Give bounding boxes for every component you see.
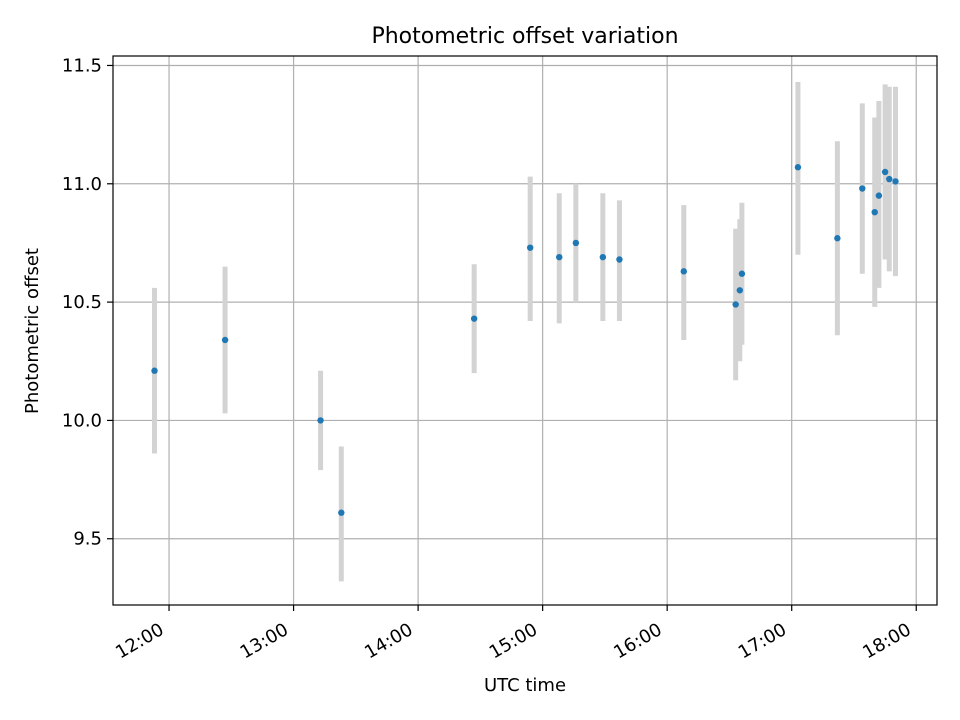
- data-point: [572, 239, 580, 247]
- data-point: [470, 315, 478, 322]
- data-point: [556, 253, 563, 261]
- data-point: [151, 367, 158, 374]
- y-tick-label: 10.0: [62, 410, 102, 431]
- data-point: [317, 417, 324, 424]
- data-point: [886, 175, 893, 183]
- x-tick-label: 13:00: [237, 619, 292, 663]
- data-point: [881, 168, 889, 176]
- x-axis-label: UTC time: [484, 675, 566, 696]
- y-tick-label: 9.5: [73, 529, 102, 550]
- data-point: [875, 192, 883, 199]
- x-tick-label: 18:00: [859, 619, 914, 663]
- y-axis-label: Photometric offset: [22, 248, 43, 414]
- data-point: [616, 256, 623, 263]
- data-point: [526, 244, 534, 251]
- data-point: [871, 208, 878, 216]
- errorbar-layer: [152, 82, 898, 582]
- x-tick-label: 16:00: [610, 619, 665, 663]
- plot-frame: [112, 55, 938, 606]
- data-point: [599, 253, 607, 261]
- chart-title: Photometric offset variation: [371, 24, 678, 49]
- point-layer: [151, 164, 899, 516]
- data-point: [736, 287, 744, 294]
- grid-layer: [113, 56, 937, 605]
- data-point: [680, 268, 687, 275]
- data-point: [738, 270, 746, 277]
- data-point: [338, 509, 345, 516]
- data-point: [732, 301, 739, 308]
- y-tick-label: 11.0: [62, 174, 102, 195]
- data-point: [859, 185, 866, 192]
- data-point: [221, 336, 229, 344]
- x-tick-label: 15:00: [486, 619, 541, 663]
- x-tick-label: 17:00: [735, 619, 790, 663]
- y-tick-label: 10.5: [62, 292, 102, 313]
- data-point: [834, 235, 841, 242]
- data-point: [892, 178, 899, 185]
- data-point: [794, 164, 802, 171]
- y-tick-label: 11.5: [62, 55, 102, 76]
- x-tick-label: 14:00: [361, 619, 416, 663]
- tick-layer: 12:00 13:00 14:00 15:00 16:00 17:00 18:00 9.5 10…: [62, 55, 917, 663]
- x-tick-label: 12:00: [112, 619, 167, 663]
